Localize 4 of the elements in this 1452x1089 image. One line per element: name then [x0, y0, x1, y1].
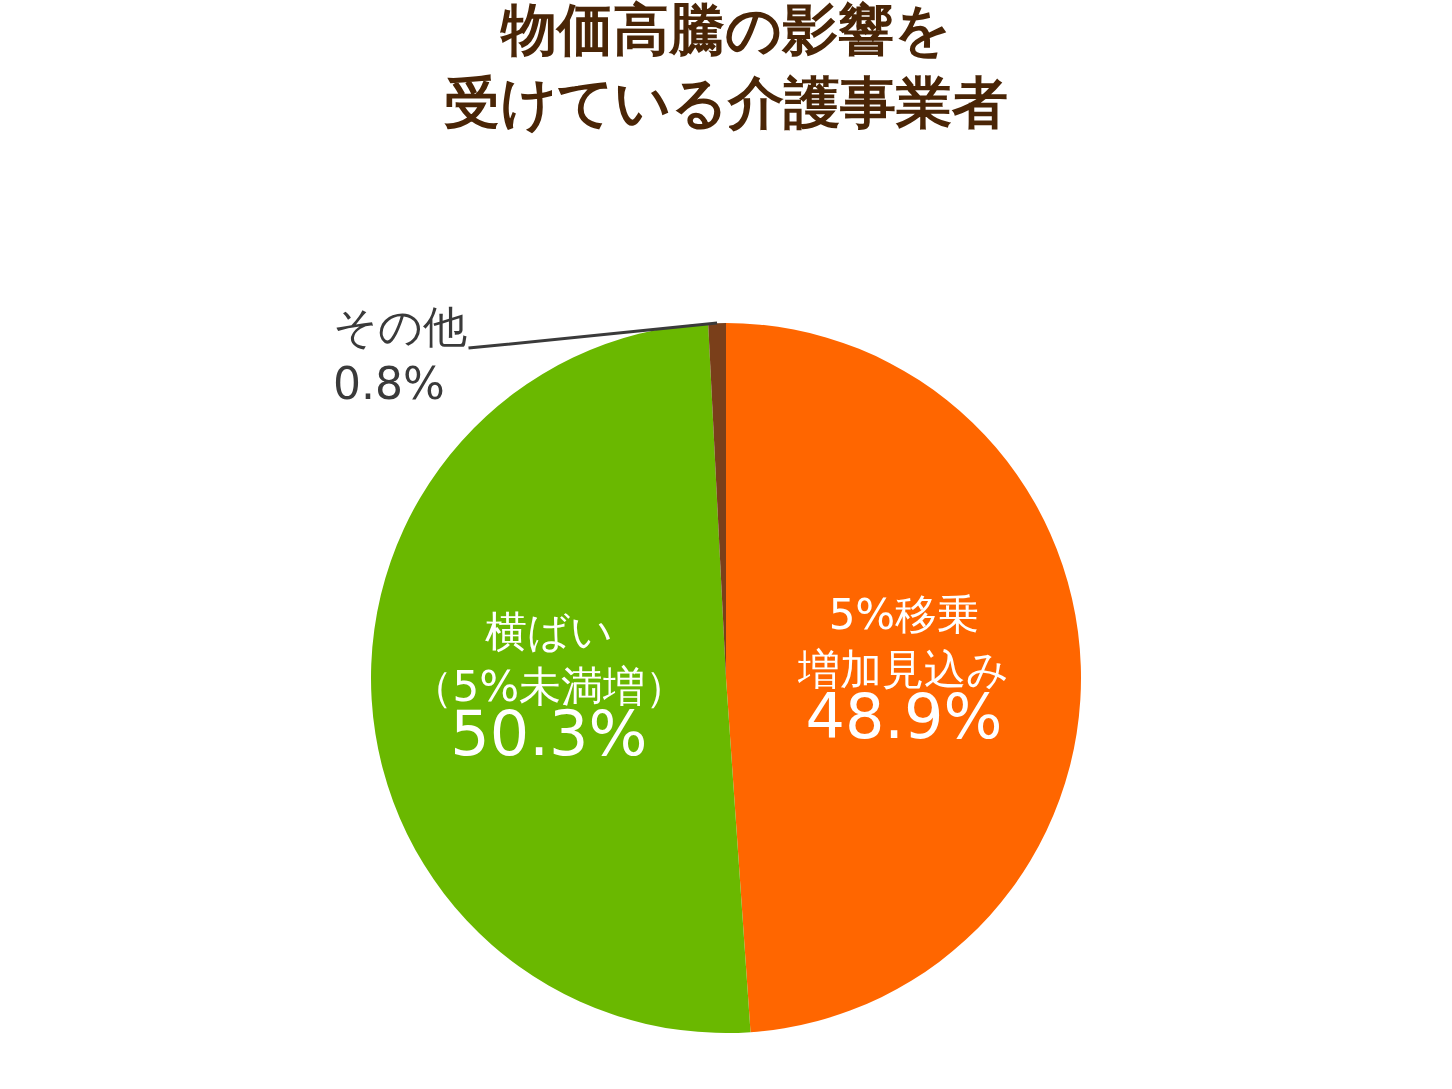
slice-label: その他 [333, 301, 467, 352]
chart-title: 物価高騰の影響を受けている介護事業者 [444, 0, 1008, 135]
pie-slice [726, 323, 1081, 1033]
data-label: 0.8% [333, 358, 445, 410]
